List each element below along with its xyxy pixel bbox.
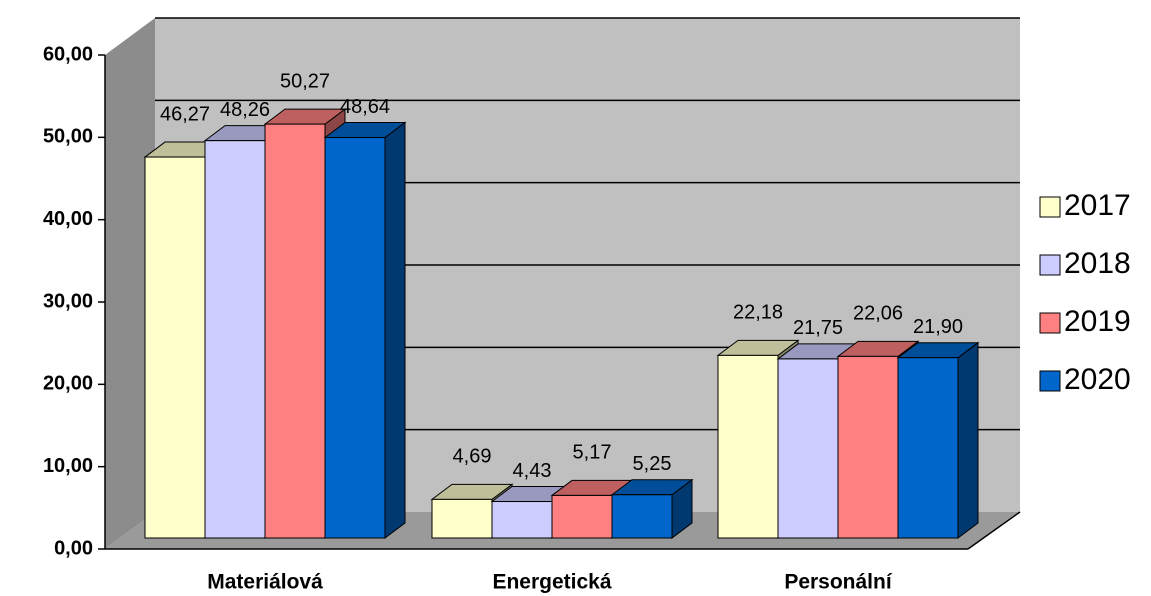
- value-label: 48,26: [220, 99, 270, 121]
- legend-label: 2018: [1064, 247, 1131, 280]
- y-tick-label: 50,00: [43, 126, 93, 148]
- labels: 0,00 10,00 20,00 30,00 40,00 50,00 60,00 Materi…: [43, 43, 1131, 593]
- left-wall: [105, 18, 155, 549]
- bar: [264, 123, 326, 539]
- legend-label: 2019: [1064, 305, 1131, 338]
- legend-swatch: [1039, 196, 1061, 218]
- bar: [324, 137, 386, 539]
- y-tick-label: 20,00: [43, 373, 93, 395]
- bar: [431, 498, 493, 539]
- x-tick-label: Energetická: [492, 571, 611, 594]
- bar: [897, 357, 959, 539]
- value-label: 22,06: [853, 303, 903, 325]
- y-tick-label: 30,00: [43, 290, 93, 312]
- legend-label: 2017: [1064, 189, 1131, 222]
- floor-edge: [967, 511, 1021, 550]
- bar: [777, 358, 839, 539]
- x-tick-label: Personální: [784, 571, 893, 594]
- legend-label: 2020: [1064, 363, 1131, 396]
- value-label: 22,18: [733, 302, 783, 324]
- y-tick-label: 60,00: [43, 43, 93, 65]
- x-tick-label: Materiálová: [207, 571, 323, 594]
- value-label: 5,25: [633, 453, 672, 475]
- bar: [611, 494, 673, 539]
- bars: [143, 108, 980, 539]
- value-label: 48,64: [340, 96, 390, 118]
- bar-side: [957, 341, 979, 539]
- y-tick-label: 0,00: [54, 537, 93, 559]
- value-label: 21,90: [913, 316, 963, 338]
- value-label: 21,75: [793, 317, 843, 339]
- bar: [491, 501, 553, 539]
- value-label: 4,69: [453, 446, 492, 468]
- bar: [837, 355, 899, 539]
- bar: [717, 354, 779, 539]
- value-label: 5,17: [573, 442, 612, 464]
- value-label: 4,43: [513, 460, 552, 482]
- value-label: 50,27: [280, 70, 330, 92]
- bar: [144, 156, 206, 539]
- y-tick-label: 40,00: [43, 208, 93, 230]
- bar: [204, 140, 266, 539]
- bar: [551, 494, 613, 539]
- value-label: 46,27: [160, 103, 210, 125]
- legend-swatch: [1039, 312, 1061, 334]
- legend-swatch: [1039, 370, 1061, 392]
- legend-swatch: [1039, 254, 1061, 276]
- bar-side: [384, 121, 406, 539]
- y-tick-label: 10,00: [43, 455, 93, 477]
